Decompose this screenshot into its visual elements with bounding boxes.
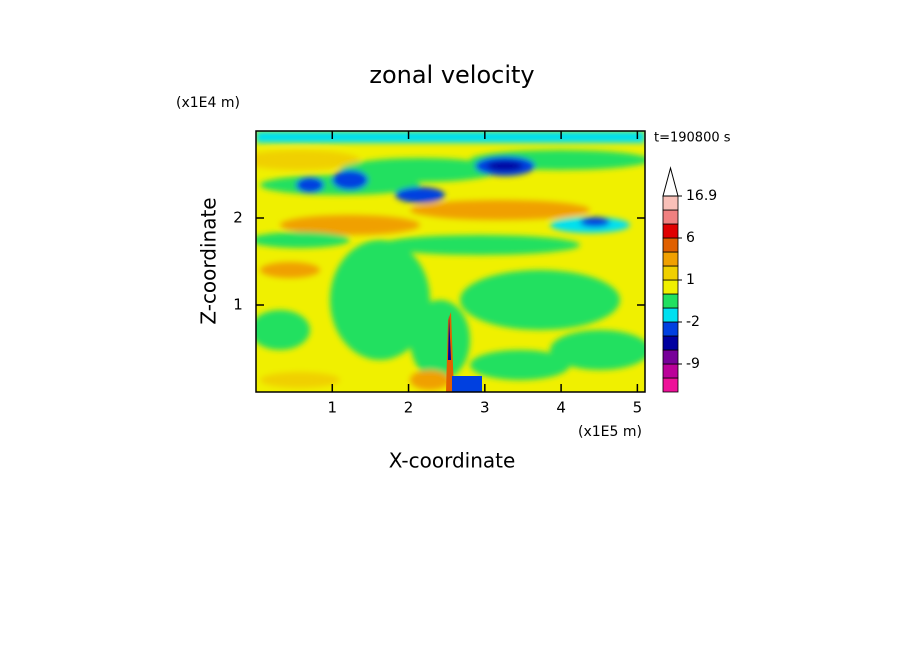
x-tick-label: 2: [404, 399, 414, 417]
colorbar-box: [662, 363, 679, 379]
colorbar-box: [662, 321, 679, 337]
colorbar-tick-label: -2: [686, 314, 700, 330]
contour-field: [256, 131, 645, 392]
colorbar-box: [662, 349, 679, 365]
x-tick-label: 1: [328, 399, 338, 417]
colorbar-tick-label: 16.9: [686, 188, 717, 204]
x-axis-label: X-coordinate: [389, 449, 516, 473]
colorbar-box: [662, 223, 679, 239]
x-multiplier: (x1E5 m): [578, 424, 642, 440]
y-axis-label: Z-coordinate: [197, 197, 221, 324]
y-multiplier: (x1E4 m): [176, 95, 240, 111]
colorbar-arrow: [662, 166, 679, 197]
time-annotation: t=190800 s: [654, 131, 731, 146]
colorbar-box: [662, 335, 679, 351]
colorbar-box: [662, 307, 679, 323]
x-tick-label: 4: [556, 399, 566, 417]
y-tick-label: 2: [233, 209, 243, 227]
x-tick-label: 3: [480, 399, 490, 417]
colorbar-box: [662, 237, 679, 253]
chart-title: zonal velocity: [369, 61, 534, 89]
colorbar-tick-label: 6: [686, 230, 695, 246]
y-tick-label: 1: [233, 296, 243, 314]
colorbar-box: [662, 265, 679, 281]
colorbar-box: [662, 251, 679, 267]
colorbar-box: [662, 377, 679, 393]
colorbar-tick-label: 1: [686, 272, 695, 288]
plot-frame: [255, 130, 646, 393]
colorbar-box: [662, 195, 679, 211]
colorbar-box: [662, 293, 679, 309]
colorbar-box: [662, 209, 679, 225]
x-tick-label: 5: [633, 399, 643, 417]
colorbar-box: [662, 279, 679, 295]
colorbar-tick-label: -9: [686, 356, 700, 372]
